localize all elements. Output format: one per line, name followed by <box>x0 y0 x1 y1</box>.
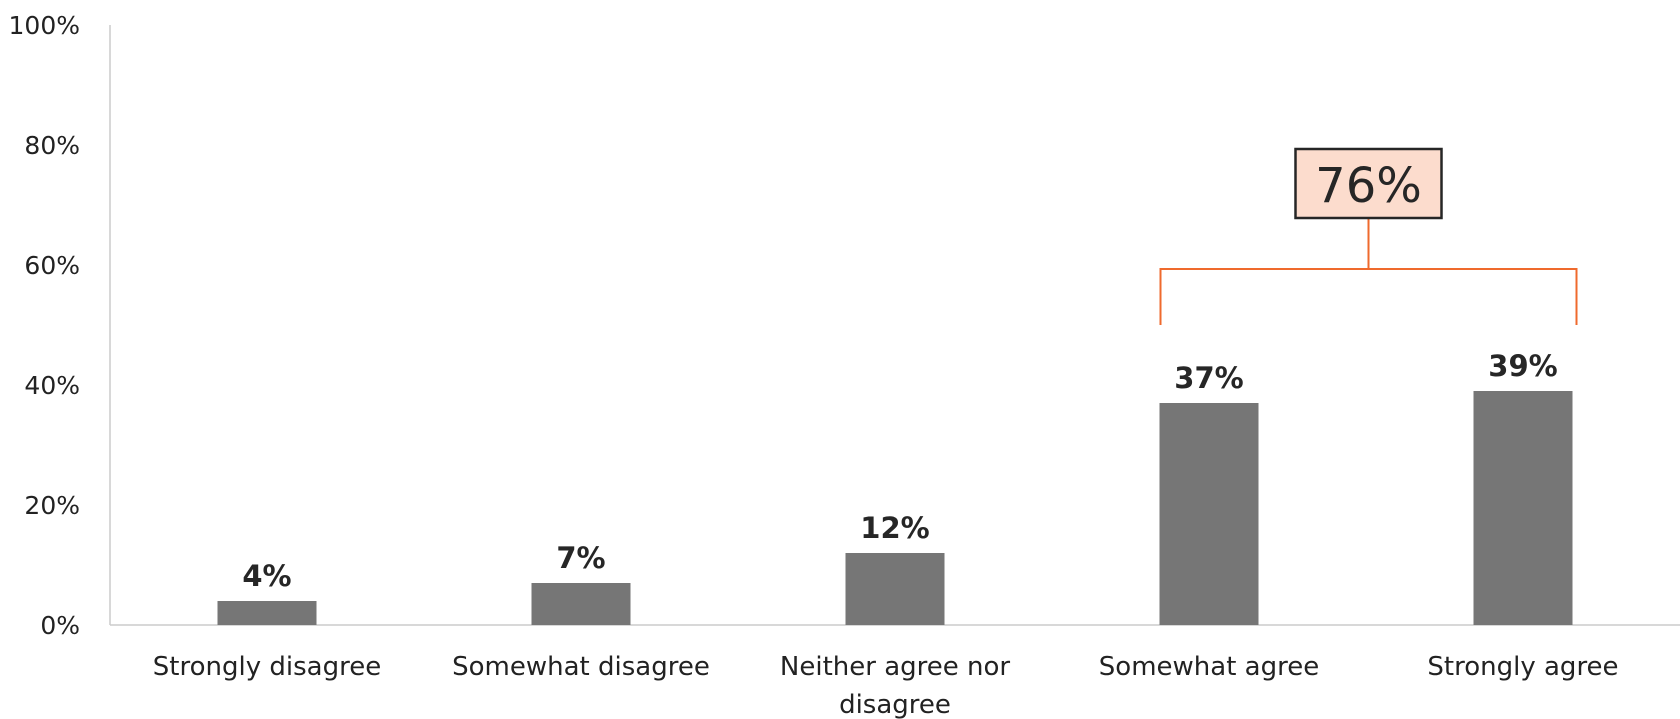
y-tick-label: 20% <box>24 491 80 520</box>
y-tick-label: 0% <box>40 611 80 640</box>
category-label-line: Somewhat disagree <box>452 652 710 682</box>
callout-box <box>1294 147 1443 220</box>
bar <box>531 583 631 625</box>
data-label: 7% <box>556 541 605 575</box>
category-label-line: Somewhat agree <box>1099 652 1319 682</box>
category-label: Somewhat agree <box>1099 652 1319 682</box>
bar <box>1473 391 1573 625</box>
callout-bracket <box>1159 268 1578 325</box>
category-label: Strongly agree <box>1427 652 1618 682</box>
category-label-line: Neither agree nor <box>780 652 1010 682</box>
y-tick-label: 100% <box>9 11 80 40</box>
data-label: 12% <box>860 511 929 545</box>
bar <box>1159 403 1259 625</box>
category-label-line: disagree <box>839 690 951 719</box>
bar <box>217 601 317 625</box>
bar <box>845 553 945 625</box>
y-tick-label: 60% <box>24 251 80 280</box>
category-label-line: Strongly agree <box>1427 652 1618 682</box>
category-label: Somewhat disagree <box>452 652 710 682</box>
category-label: Strongly disagree <box>153 652 381 682</box>
data-label: 39% <box>1488 349 1557 383</box>
callout-label: 76% <box>1315 158 1422 214</box>
data-label: 4% <box>242 559 291 593</box>
y-tick-label: 40% <box>24 371 80 400</box>
category-label: Neither agree nor disagree <box>780 652 1010 719</box>
category-label-line: Strongly disagree <box>153 652 381 682</box>
data-label: 37% <box>1174 361 1243 395</box>
y-tick-label: 80% <box>24 131 80 160</box>
